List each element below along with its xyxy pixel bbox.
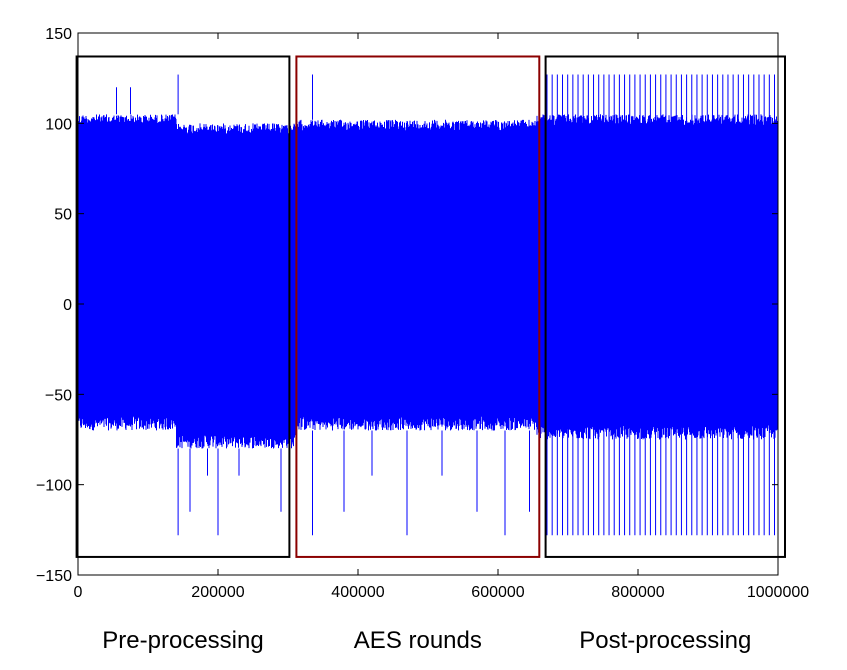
signal-trace <box>77 74 779 536</box>
y-tick-label: −100 <box>36 478 72 495</box>
phase-box <box>544 55 786 558</box>
phase-box <box>295 55 541 558</box>
y-tick-label: −150 <box>36 568 72 585</box>
signal-series <box>77 74 779 536</box>
axis-ticks: 0 200000 400000 600000 800000 1000000 150 100 50… <box>36 26 809 601</box>
phase-label: Pre-processing <box>102 627 263 654</box>
x-tick-label: 800000 <box>611 584 664 601</box>
signal-envelope <box>77 114 779 449</box>
y-tick-label: 50 <box>54 207 72 224</box>
phase-regions: Pre-processing AES rounds Post-processing <box>75 55 786 654</box>
x-tick-label: 400000 <box>331 584 384 601</box>
y-tick-label: −50 <box>45 387 72 404</box>
x-tick-label: 200000 <box>191 584 244 601</box>
phase-label: AES rounds <box>354 627 482 654</box>
x-tick-label: 1000000 <box>747 584 809 601</box>
phase-box <box>75 55 291 558</box>
x-tick-label: 0 <box>74 584 83 601</box>
y-tick-label: 0 <box>63 297 72 314</box>
y-tick-label: 150 <box>45 26 72 43</box>
phase-label: Post-processing <box>579 627 751 654</box>
x-tick-label: 600000 <box>471 584 524 601</box>
y-tick-label: 100 <box>45 116 72 133</box>
